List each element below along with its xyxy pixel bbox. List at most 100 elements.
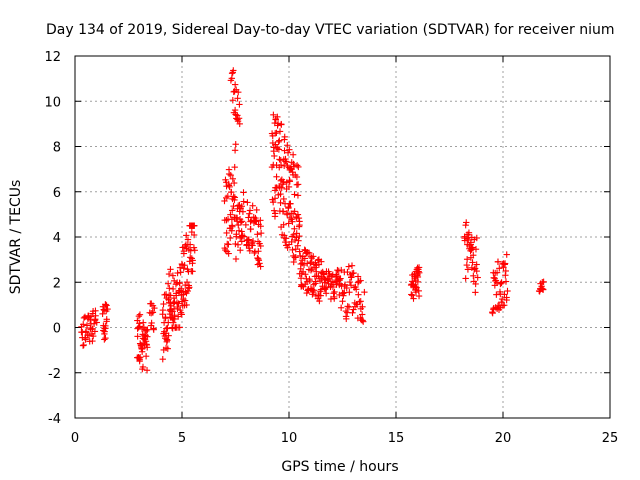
data-point <box>496 265 503 272</box>
data-point <box>159 311 166 318</box>
data-point <box>225 241 232 248</box>
data-point <box>294 192 302 199</box>
data-point <box>186 241 194 248</box>
data-point <box>237 247 244 254</box>
data-point <box>474 274 481 281</box>
data-point <box>349 309 356 316</box>
data-point <box>345 263 353 270</box>
data-point <box>284 211 291 218</box>
data-point <box>164 337 171 344</box>
data-point <box>235 115 243 122</box>
data-point <box>256 260 263 267</box>
data-point <box>414 273 422 281</box>
data-point <box>174 269 181 277</box>
data-point <box>359 311 366 318</box>
data-point <box>294 211 302 218</box>
data-point <box>272 141 279 148</box>
data-point <box>164 280 172 287</box>
data-point <box>310 287 318 294</box>
data-point <box>139 363 147 371</box>
data-point <box>280 178 287 186</box>
data-point <box>314 257 322 264</box>
data-point <box>408 292 416 299</box>
data-point <box>280 208 287 215</box>
data-point <box>143 327 150 335</box>
data-point <box>469 259 476 266</box>
x-tick-label: 5 <box>178 431 186 446</box>
data-point <box>151 304 158 312</box>
data-point <box>225 250 232 257</box>
data-point <box>275 138 282 146</box>
data-point <box>181 262 188 269</box>
data-point <box>240 198 247 205</box>
data-point <box>341 281 349 288</box>
data-point <box>225 170 233 178</box>
data-point <box>183 232 190 239</box>
data-point <box>469 244 476 251</box>
data-point <box>295 163 302 171</box>
data-point <box>498 279 505 287</box>
data-point <box>465 229 473 236</box>
data-point <box>246 207 254 214</box>
data-point <box>331 288 338 296</box>
data-point <box>301 255 309 262</box>
x-tick-label: 10 <box>281 431 298 446</box>
data-point <box>167 266 174 273</box>
data-point <box>103 316 110 323</box>
data-point <box>169 285 177 293</box>
data-point <box>92 312 99 319</box>
data-point <box>233 214 241 222</box>
data-point <box>415 292 423 300</box>
data-point <box>273 129 280 137</box>
x-tick-label: 15 <box>388 431 405 446</box>
data-point <box>290 258 297 266</box>
data-point <box>181 297 189 304</box>
data-point <box>503 296 510 304</box>
data-point <box>472 280 479 288</box>
data-point <box>255 248 262 255</box>
data-point <box>493 269 501 276</box>
data-point <box>234 95 241 102</box>
data-point <box>246 210 253 217</box>
data-point <box>540 286 547 293</box>
data-point <box>173 299 181 306</box>
data-point <box>103 302 110 309</box>
data-point <box>330 290 337 297</box>
data-point <box>307 267 315 274</box>
data-point <box>176 279 183 287</box>
data-point <box>329 283 337 291</box>
data-point <box>230 67 237 74</box>
data-point <box>296 248 303 255</box>
data-point <box>228 70 236 77</box>
data-point <box>232 141 239 148</box>
data-point <box>162 315 169 322</box>
data-point <box>302 271 309 278</box>
data-point <box>101 336 108 343</box>
data-point <box>416 269 423 277</box>
data-point <box>134 333 141 340</box>
y-tick-label: 0 <box>53 322 61 337</box>
data-point <box>224 193 232 200</box>
data-point <box>504 287 511 295</box>
data-point <box>229 223 236 230</box>
data-point <box>408 291 415 298</box>
data-point <box>472 246 480 253</box>
data-point <box>284 149 292 156</box>
data-point <box>342 307 350 315</box>
data-point <box>271 195 279 202</box>
data-point <box>82 328 90 335</box>
data-point <box>339 290 347 297</box>
y-tick-label: 6 <box>53 186 61 201</box>
data-point <box>415 268 422 275</box>
data-point <box>357 298 364 305</box>
data-point <box>89 337 96 345</box>
data-point <box>410 295 417 302</box>
y-tick-label: 2 <box>53 276 61 291</box>
data-point <box>80 341 87 349</box>
data-point <box>283 158 290 166</box>
data-point <box>180 265 187 272</box>
data-point <box>229 175 237 182</box>
data-point <box>246 247 254 255</box>
data-point <box>242 221 250 229</box>
